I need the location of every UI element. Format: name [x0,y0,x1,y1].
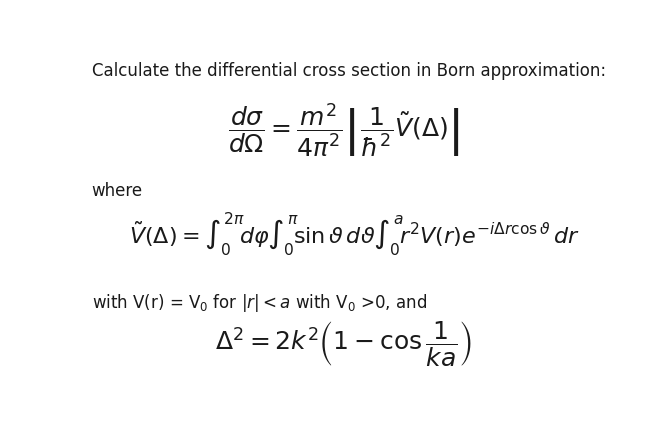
Text: where: where [92,182,143,200]
Text: $\tilde{V}(\Delta) = \int_0^{2\pi}\!d\varphi\int_0^{\pi}\!\sin\vartheta\,d\varth: $\tilde{V}(\Delta) = \int_0^{2\pi}\!d\va… [129,210,580,258]
Text: with V(r) = V$_0$ for $|r| < a$ with V$_0$ >0, and: with V(r) = V$_0$ for $|r| < a$ with V$_… [92,292,427,314]
Text: $\Delta^2 = 2k^2\left(1 - \cos\dfrac{1}{ka}\right)$: $\Delta^2 = 2k^2\left(1 - \cos\dfrac{1}{… [215,320,472,368]
Text: $\dfrac{d\sigma}{d\Omega} = \dfrac{m^2}{4\pi^2}\left|\dfrac{1}{\hbar^2}\tilde{V}: $\dfrac{d\sigma}{d\Omega} = \dfrac{m^2}{… [228,101,460,159]
Text: Calculate the differential cross section in Born approximation:: Calculate the differential cross section… [92,62,606,80]
